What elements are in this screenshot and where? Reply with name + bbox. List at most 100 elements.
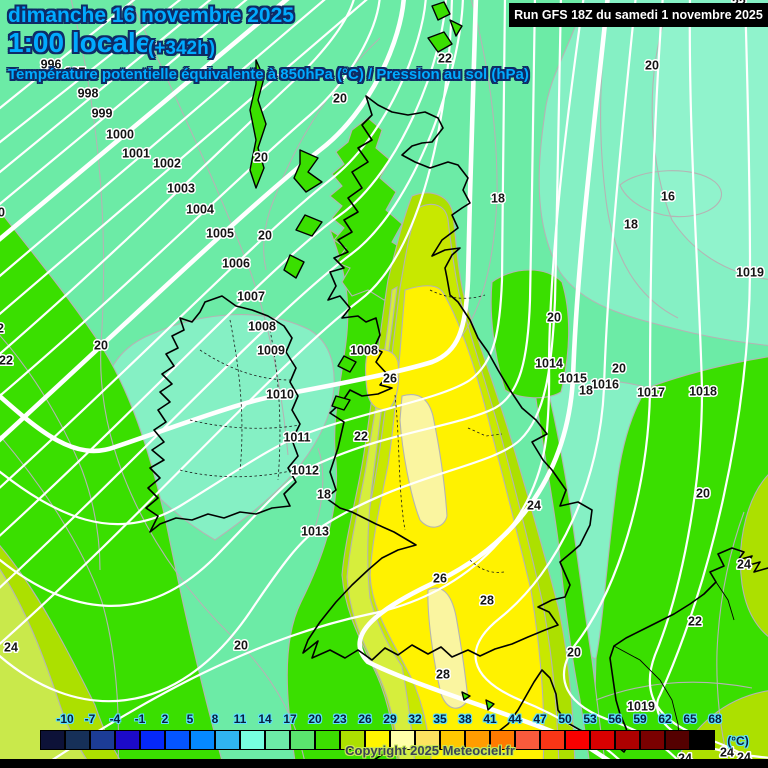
coastline-ireland	[145, 295, 301, 533]
legend-cell	[465, 730, 490, 750]
legend-cell	[340, 730, 365, 750]
legend-cell	[415, 730, 440, 750]
temperature-label: 26	[433, 572, 447, 586]
legend-cell	[140, 730, 165, 750]
border-france-belgium	[613, 645, 681, 751]
pressure-label: 1003	[167, 182, 195, 196]
bottom-black-strip	[0, 759, 768, 768]
parameter-subtitle: Température potentielle équivalente à 85…	[8, 66, 529, 83]
temperature-label: 28	[436, 668, 450, 682]
legend-cell	[315, 730, 340, 750]
legend-cell	[515, 730, 540, 750]
legend-tick: -4	[109, 712, 121, 726]
island-orkney	[427, 31, 453, 53]
legend-tick: 14	[258, 712, 272, 726]
island-skye	[293, 149, 323, 193]
island-isle-of-man	[337, 355, 357, 373]
temperature-label: 24	[527, 499, 541, 513]
legend-tick: 29	[383, 712, 397, 726]
legend-cell	[390, 730, 415, 750]
legend-unit-label: (°C)	[727, 734, 749, 748]
temperature-label: 20	[696, 487, 710, 501]
temperature-label: 20	[254, 151, 268, 165]
legend-tick: -10	[56, 712, 74, 726]
island-anglesey	[331, 395, 351, 411]
copyright-text: Copyright 2025 Meteociel.fr	[345, 743, 515, 758]
pressure-label: 1008	[248, 320, 276, 334]
temperature-label: 16	[661, 190, 675, 204]
temperature-label: 20	[0, 206, 5, 220]
temperature-label: 22	[0, 322, 4, 336]
internal-borders-ireland	[179, 319, 301, 481]
pressure-label: 998	[78, 87, 99, 101]
temperature-label: 26	[383, 372, 397, 386]
legend-tick: 23	[333, 712, 347, 726]
island-orkney-2	[449, 19, 463, 37]
legend-tick: 32	[408, 712, 422, 726]
pressure-label: 999	[92, 107, 113, 121]
pressure-label: 1007	[237, 290, 265, 304]
legend-cell	[365, 730, 390, 750]
legend-cell	[565, 730, 590, 750]
pressure-label: 1002	[153, 157, 181, 171]
legend-cell	[115, 730, 140, 750]
legend-tick: -7	[84, 712, 96, 726]
legend-cell	[490, 730, 515, 750]
pressure-label: 1019	[627, 700, 655, 714]
legend-cell	[590, 730, 615, 750]
legend-cell	[440, 730, 465, 750]
local-time-title: 1:00 locale	[8, 27, 152, 58]
island-channel-1	[461, 691, 471, 701]
legend-tick: 41	[483, 712, 497, 726]
pressure-label: 1017	[637, 386, 665, 400]
pressure-label: 997	[65, 66, 86, 80]
temperature-label: 24	[737, 558, 751, 572]
island-orkney-3	[431, 1, 451, 21]
temperature-label: 24	[720, 746, 734, 760]
pressure-label: 1011	[283, 431, 310, 445]
temperature-label: 20	[234, 639, 248, 653]
legend-tick: -1	[134, 712, 146, 726]
pressure-label: 1009	[257, 344, 285, 358]
temperature-label: 24	[4, 641, 18, 655]
temperature-label: 20	[567, 646, 581, 660]
legend-cell	[665, 730, 690, 750]
legend-tick: 5	[186, 712, 194, 726]
island-channel-2	[485, 699, 495, 711]
legend-cell	[65, 730, 90, 750]
temperature-label: 18	[579, 384, 593, 398]
legend-cell	[90, 730, 115, 750]
pressure-label: 1012	[291, 464, 319, 478]
legend-tick: 56	[608, 712, 622, 726]
temperature-label: 20	[612, 362, 626, 376]
legend-cell	[165, 730, 190, 750]
island-outer-hebrides	[249, 59, 267, 189]
temperature-label: 18	[624, 218, 638, 232]
legend-tick: 44	[508, 712, 522, 726]
legend-cell	[40, 730, 65, 750]
temperature-label: 22	[688, 615, 702, 629]
pressure-label: 1016	[591, 378, 619, 392]
pressure-label: 1008	[350, 344, 378, 358]
pressure-label: 1015	[559, 372, 587, 386]
legend-tick: 47	[533, 712, 547, 726]
legend-tick: 38	[458, 712, 472, 726]
legend-tick: 68	[708, 712, 722, 726]
temperature-label: 20	[645, 59, 659, 73]
legend-cell	[290, 730, 315, 750]
legend-tick: 59	[633, 712, 647, 726]
temperature-label: 22	[438, 52, 452, 66]
temperature-label: 20	[94, 339, 108, 353]
legend-tick: 17	[283, 712, 297, 726]
temperature-label: 20	[333, 92, 347, 106]
temperature-label: 22	[0, 354, 13, 368]
temperature-label: 20	[258, 229, 272, 243]
legend-cell	[190, 730, 215, 750]
border-belgium-netherlands	[715, 581, 735, 621]
pressure-label: 1000	[106, 128, 134, 142]
pressure-label: 1013	[301, 525, 329, 539]
legend-cell	[240, 730, 265, 750]
temperature-label: 20	[547, 311, 561, 325]
